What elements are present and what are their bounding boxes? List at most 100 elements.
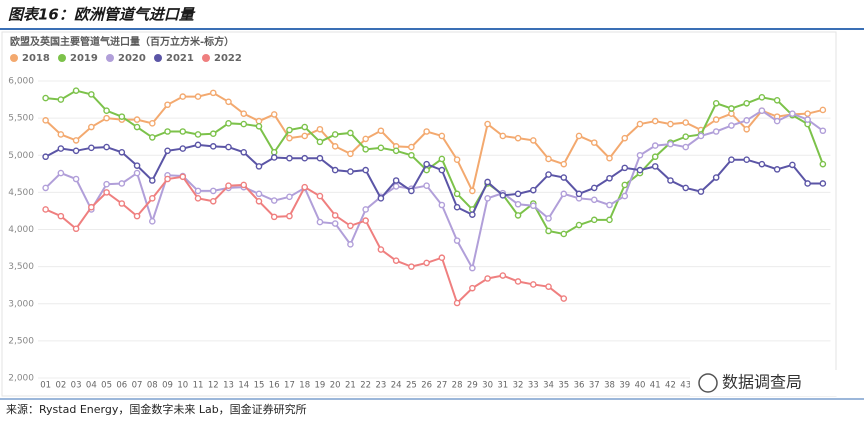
data-point xyxy=(362,146,369,153)
data-point xyxy=(423,128,430,135)
data-point xyxy=(606,154,613,162)
data-point xyxy=(179,145,187,152)
data-point xyxy=(331,220,339,227)
data-point xyxy=(743,117,750,124)
data-point xyxy=(209,130,217,138)
legend-label: 2018 xyxy=(22,53,50,64)
data-point xyxy=(560,295,568,302)
data-point xyxy=(682,133,690,140)
data-point xyxy=(789,110,796,117)
x-tick-label: 36 xyxy=(574,381,585,391)
data-point xyxy=(636,151,644,159)
data-point xyxy=(316,154,324,162)
data-point xyxy=(606,174,613,182)
data-point xyxy=(179,93,187,100)
data-point xyxy=(819,127,827,135)
x-tick-label: 26 xyxy=(421,381,432,391)
data-point xyxy=(270,197,278,204)
data-point xyxy=(164,175,171,183)
data-point xyxy=(804,116,811,123)
data-point xyxy=(118,113,126,120)
data-point xyxy=(453,156,461,164)
data-point xyxy=(331,143,339,150)
data-point xyxy=(560,160,568,168)
data-point xyxy=(728,105,735,112)
data-point xyxy=(347,168,354,175)
data-point xyxy=(347,129,354,137)
data-point xyxy=(408,151,415,159)
data-point xyxy=(590,196,598,204)
data-point xyxy=(194,195,202,202)
data-point xyxy=(148,134,156,141)
data-point xyxy=(331,212,339,219)
data-point xyxy=(514,278,522,285)
y-tick-label: 5,000 xyxy=(8,151,34,161)
data-point xyxy=(438,166,446,174)
x-tick-label: 06 xyxy=(116,381,127,391)
data-point xyxy=(209,197,217,205)
data-point xyxy=(469,211,476,218)
x-tick-label: 01 xyxy=(40,381,51,391)
x-tick-label: 38 xyxy=(604,381,615,391)
data-point xyxy=(712,99,720,107)
data-point xyxy=(575,221,583,229)
data-point xyxy=(590,216,598,224)
data-point xyxy=(164,147,171,155)
data-point xyxy=(773,117,781,125)
data-point xyxy=(301,183,309,191)
source-note: 来源：Rystad Energy，国金数字未来 Lab，国金证券研究所 xyxy=(6,402,307,416)
data-point xyxy=(530,186,537,194)
data-point xyxy=(789,161,796,169)
legend-marker xyxy=(106,54,114,62)
data-point xyxy=(682,119,690,126)
x-tick-label: 02 xyxy=(55,381,66,391)
x-tick-label: 12 xyxy=(208,381,219,391)
data-point xyxy=(88,203,95,211)
data-point xyxy=(530,202,537,210)
data-point xyxy=(392,147,400,155)
data-point xyxy=(530,137,537,144)
data-point xyxy=(743,125,750,133)
data-point xyxy=(819,160,827,168)
logo: 数据调查局 xyxy=(690,370,840,396)
x-tick-label: 24 xyxy=(391,381,402,391)
data-point xyxy=(514,190,522,198)
x-tick-label: 20 xyxy=(330,381,341,391)
y-tick-label: 4,500 xyxy=(8,188,34,198)
data-point xyxy=(667,140,674,148)
data-point xyxy=(606,201,613,209)
data-point xyxy=(773,166,781,173)
legend-marker xyxy=(154,54,162,62)
data-point xyxy=(316,192,324,200)
data-point xyxy=(118,180,126,187)
data-point xyxy=(331,166,339,174)
data-point xyxy=(651,153,659,161)
y-tick-label: 2,500 xyxy=(8,336,34,346)
data-point xyxy=(408,187,415,195)
data-point xyxy=(484,195,491,202)
data-point xyxy=(255,122,263,130)
data-point xyxy=(347,241,354,248)
data-point xyxy=(392,183,400,190)
legend-label: 2020 xyxy=(118,53,146,64)
data-point xyxy=(42,94,49,102)
data-point xyxy=(88,91,95,98)
data-point xyxy=(499,192,507,199)
x-tick-label: 31 xyxy=(497,381,508,391)
data-point xyxy=(499,132,507,140)
data-point xyxy=(148,120,156,127)
data-point xyxy=(209,89,217,97)
data-point xyxy=(118,148,126,156)
data-point xyxy=(286,212,293,220)
data-point xyxy=(545,227,552,235)
data-point xyxy=(590,184,598,192)
data-point xyxy=(301,154,309,162)
data-point xyxy=(667,177,674,184)
data-point xyxy=(347,150,354,158)
data-point xyxy=(194,93,202,100)
data-point xyxy=(270,213,278,221)
x-tick-label: 09 xyxy=(162,381,173,391)
data-point xyxy=(621,181,629,189)
data-point xyxy=(72,87,80,94)
data-point xyxy=(103,189,110,196)
